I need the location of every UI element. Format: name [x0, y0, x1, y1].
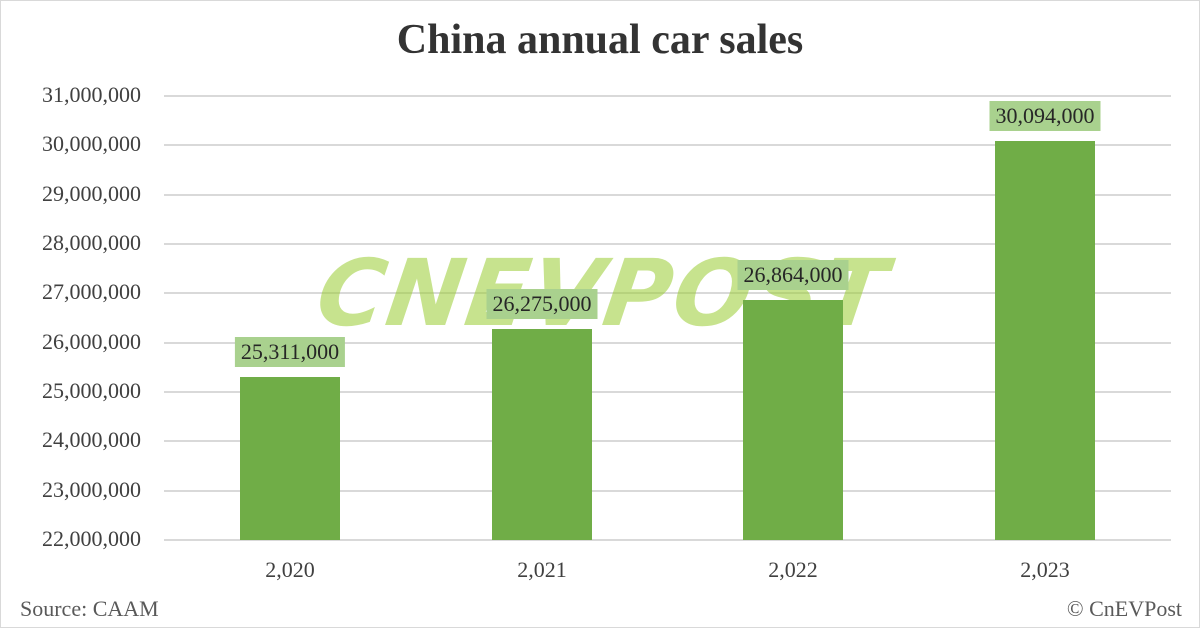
x-tick-label: 2,020 — [265, 557, 315, 582]
y-tick-label: 31,000,000 — [42, 82, 141, 107]
y-tick-label: 26,000,000 — [42, 328, 141, 354]
x-tick-label: 2,022 — [768, 557, 818, 582]
y-tick-label: 25,000,000 — [42, 378, 141, 403]
gridline — [164, 243, 1171, 245]
bar-2020 — [240, 376, 340, 540]
y-tick-label: 28,000,000 — [42, 230, 141, 255]
gridline — [164, 292, 1171, 295]
y-tick-label: 23,000,000 — [42, 476, 141, 502]
y-tick-label: 27,000,000 — [42, 279, 141, 305]
bar-2023 — [995, 140, 1095, 540]
x-tick-label: 2,021 — [517, 557, 567, 582]
data-label: 26,864,000 — [737, 260, 849, 291]
y-tick-label: 24,000,000 — [42, 427, 141, 453]
gridline — [164, 95, 1171, 97]
gridline — [164, 391, 1171, 393]
gridline — [164, 144, 1171, 147]
gridline — [164, 440, 1171, 443]
bar-2022 — [743, 300, 843, 540]
gridline — [164, 193, 1171, 196]
gridline — [164, 489, 1171, 492]
gridline — [164, 539, 1171, 541]
copyright-note: © CnEVPost — [1066, 596, 1182, 621]
x-tick-label: 2,023 — [1020, 557, 1070, 582]
bar-2021 — [492, 329, 592, 540]
data-label: 26,275,000 — [486, 289, 598, 320]
y-tick-label: 30,000,000 — [42, 131, 141, 157]
y-tick-label: 29,000,000 — [42, 180, 141, 206]
gridline — [164, 341, 1171, 344]
chart-title: China annual car sales — [396, 17, 804, 63]
data-label: 30,094,000 — [989, 100, 1101, 131]
data-label: 25,311,000 — [234, 336, 346, 367]
source-note: Source: CAAM — [20, 596, 159, 621]
y-tick-label: 22,000,000 — [42, 526, 141, 551]
